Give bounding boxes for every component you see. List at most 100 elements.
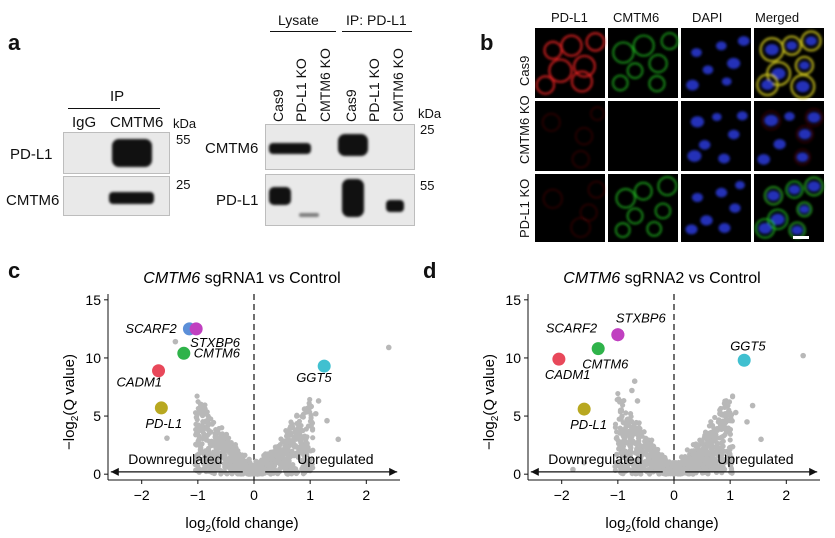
- membrane: [654, 202, 672, 220]
- y-tick-label: 0: [93, 466, 101, 482]
- membrane: [575, 127, 593, 145]
- data-point: [295, 426, 301, 432]
- data-point: [749, 402, 756, 409]
- data-point: [631, 378, 638, 384]
- data-point: [708, 458, 715, 464]
- data-point: [644, 447, 650, 453]
- nucleus: [786, 41, 798, 51]
- micrograph-cells: [756, 30, 822, 100]
- volcano-plot-d: CMTM6 sgRNA2 vs Control 0 5 10 15 −2 −1 0 1 2 Dow…: [481, 270, 820, 535]
- data-point: [212, 463, 218, 470]
- micrograph-cells: [754, 176, 824, 239]
- membrane: [543, 189, 563, 209]
- data-point: [195, 405, 201, 412]
- data-point: [720, 425, 726, 432]
- gene-label: PD-L1: [570, 417, 607, 432]
- highlight-point: [577, 402, 591, 416]
- data-point: [278, 436, 284, 442]
- downregulated-label: Downregulated: [128, 451, 222, 467]
- membrane: [626, 62, 644, 79]
- data-point: [225, 439, 231, 445]
- data-point: [203, 448, 209, 454]
- data-point: [699, 439, 705, 445]
- title-gene: CMTM6: [143, 270, 200, 287]
- xlabel-sub: 2: [625, 524, 631, 535]
- gene-label: GGT5: [296, 370, 332, 385]
- data-point: [238, 465, 245, 471]
- data-point: [659, 452, 665, 458]
- data-point: [226, 450, 233, 456]
- data-point: [654, 463, 661, 470]
- data-point: [297, 450, 303, 456]
- data-point: [232, 466, 238, 473]
- data-point: [260, 459, 267, 465]
- highlight-point: [737, 353, 751, 367]
- data-point: [722, 404, 728, 410]
- xlabel-post: (fold change): [211, 515, 299, 532]
- upregulated-label: Upregulated: [717, 451, 793, 467]
- nucleus: [807, 112, 821, 123]
- data-point: [288, 467, 295, 473]
- data-point: [702, 450, 708, 457]
- data-point: [715, 419, 721, 425]
- membrane: [573, 54, 596, 78]
- band: [342, 179, 364, 217]
- data-point: [204, 425, 210, 431]
- ylabel-post: (Q value): [481, 354, 498, 416]
- y-tick-label: 15: [505, 292, 521, 308]
- data-point: [275, 443, 281, 450]
- lysate-underline: [270, 31, 336, 32]
- scale-bar: [793, 236, 809, 239]
- marker-55-right: 55: [420, 178, 435, 193]
- ylabel-sub: 2: [70, 415, 81, 421]
- nucleus: [687, 150, 702, 162]
- data-point: [212, 443, 218, 449]
- y-tick-label: 10: [85, 350, 101, 366]
- nucleus: [721, 77, 732, 86]
- ylabel-post: (Q value): [61, 354, 78, 416]
- data-point: [209, 454, 215, 460]
- row-label-cas9: Cas9: [517, 55, 532, 86]
- data-point: [200, 419, 206, 425]
- data-point: [715, 452, 722, 459]
- nucleus: [767, 190, 780, 201]
- nucleus: [770, 213, 785, 226]
- nucleus: [765, 43, 779, 56]
- background-points: [164, 338, 392, 477]
- membrane: [632, 34, 655, 57]
- data-point: [202, 452, 208, 458]
- col-label-pdl1: PD-L1: [551, 10, 588, 25]
- membrane: [785, 180, 804, 199]
- data-point: [622, 429, 628, 436]
- y-tick-label: 0: [513, 466, 521, 482]
- membrane: [548, 58, 573, 83]
- membrane: [796, 125, 814, 143]
- data-point: [164, 435, 170, 441]
- data-point: [626, 433, 633, 439]
- plot-title: CMTM6 sgRNA1 vs Control: [143, 270, 340, 287]
- data-point: [310, 447, 316, 453]
- data-point: [220, 451, 227, 458]
- ylabel-sub: 2: [490, 415, 501, 421]
- nucleus: [690, 116, 705, 128]
- data-point: [307, 456, 314, 463]
- y-tick-label: 15: [85, 292, 101, 308]
- blot-left-cmtm6: [63, 176, 170, 216]
- data-point: [315, 398, 322, 404]
- lane-label: Cas9: [270, 89, 286, 122]
- data-point: [300, 457, 306, 464]
- data-point: [700, 462, 706, 468]
- data-point: [660, 460, 666, 466]
- y-axis-label: −log2(Q value): [61, 354, 81, 450]
- panel-label-d: d: [423, 258, 437, 283]
- data-point: [617, 425, 623, 431]
- lane-label: PD-L1 KO: [366, 58, 382, 122]
- nucleus: [718, 223, 731, 233]
- membrane: [535, 75, 556, 95]
- data-point: [253, 470, 259, 476]
- membrane: [761, 110, 781, 131]
- data-point: [696, 450, 703, 456]
- data-point: [194, 428, 200, 435]
- nucleus: [702, 65, 714, 75]
- data-point: [624, 458, 630, 465]
